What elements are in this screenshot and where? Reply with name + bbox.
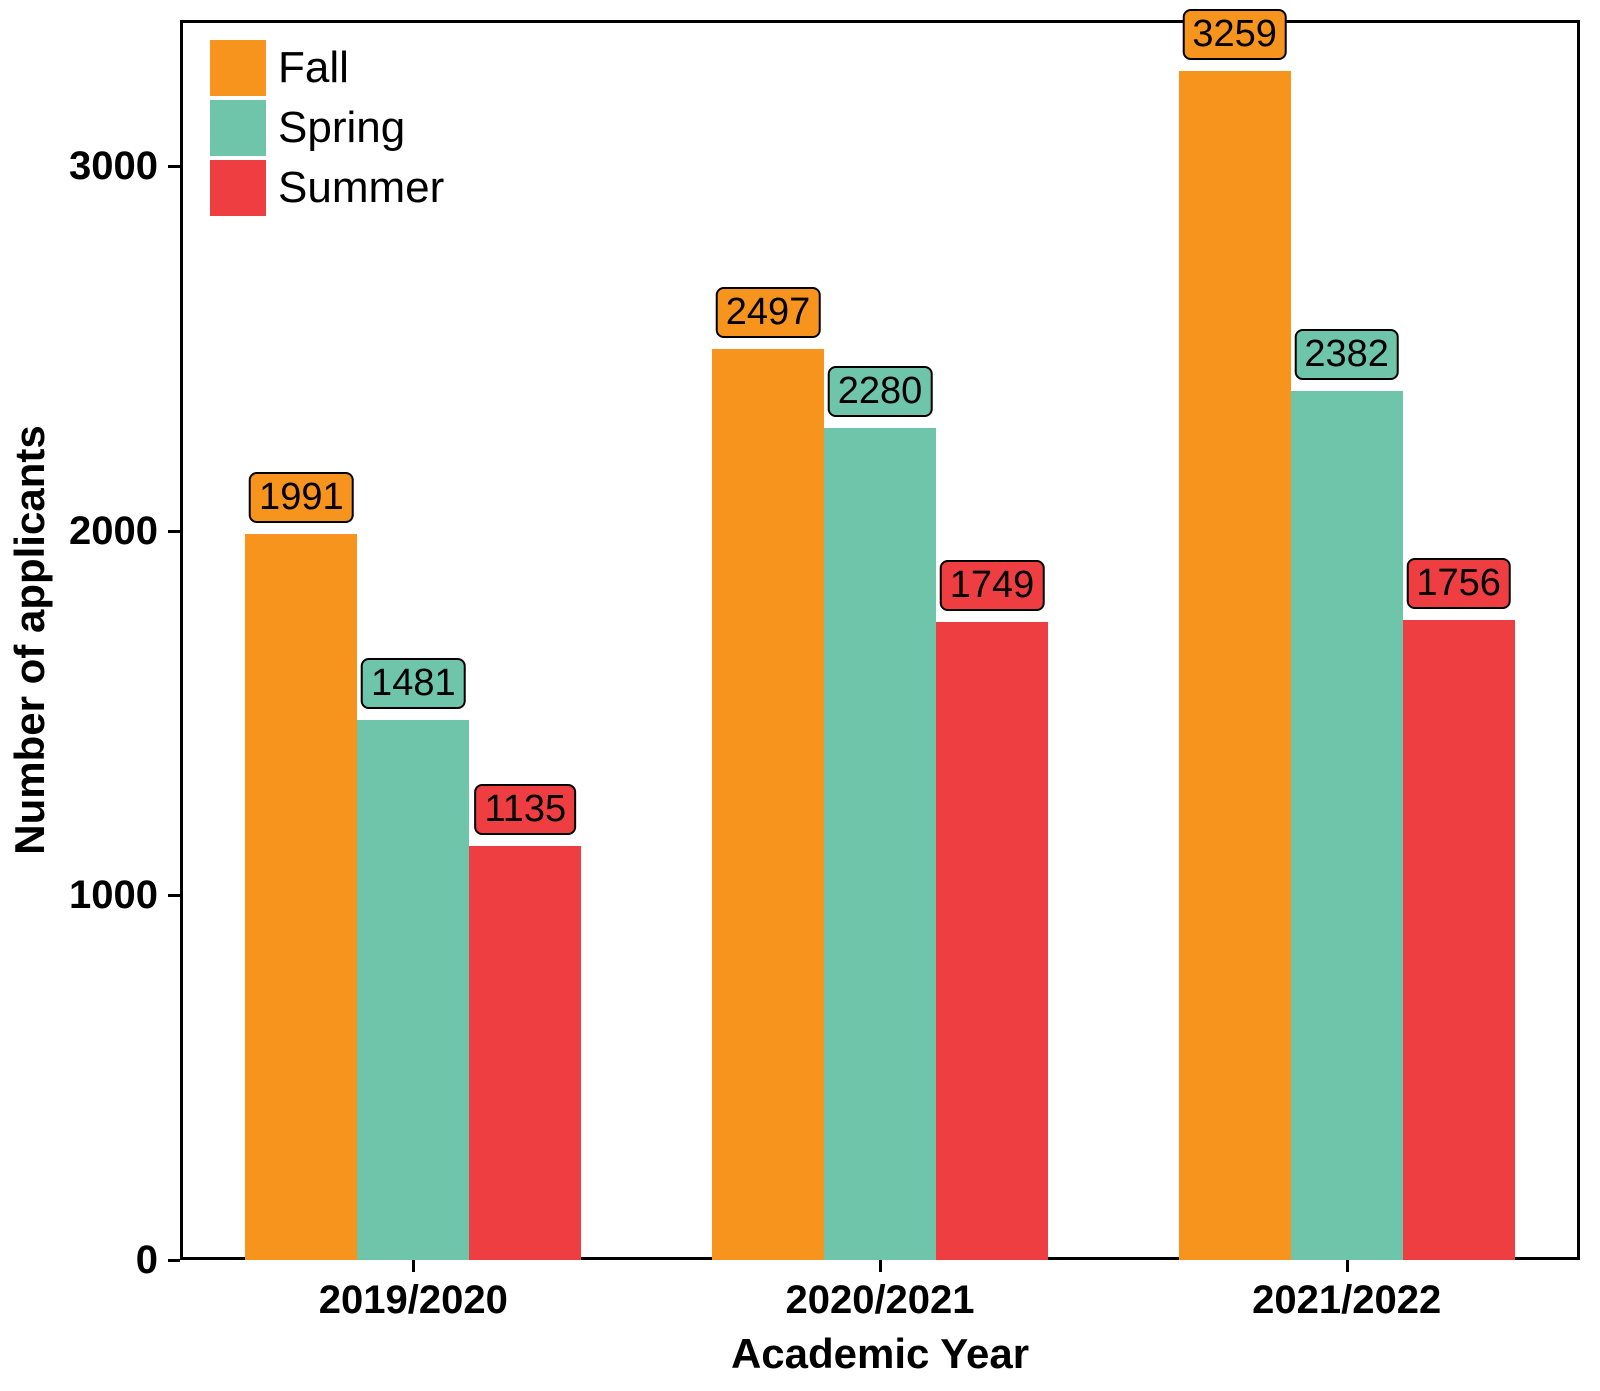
x-tick-mark: [1346, 1260, 1349, 1272]
x-tick-mark: [412, 1260, 415, 1272]
bar-value-label: 3259: [1182, 9, 1287, 60]
legend-swatch: [210, 40, 266, 96]
legend-swatch: [210, 100, 266, 156]
bar-value-label: 2497: [716, 287, 821, 338]
legend-swatch: [210, 160, 266, 216]
bar-value-label: 1749: [940, 560, 1045, 611]
legend-item: Fall: [210, 40, 444, 96]
y-tick-label: 0: [136, 1238, 158, 1283]
y-tick-label: 2000: [69, 509, 158, 554]
legend-item: Spring: [210, 100, 444, 156]
y-tick-label: 3000: [69, 144, 158, 189]
bar: [1291, 391, 1403, 1260]
bar: [712, 349, 824, 1260]
y-axis-label: Number of applicants: [6, 425, 54, 854]
y-tick-mark: [168, 530, 180, 533]
x-tick-mark: [879, 1260, 882, 1272]
legend-label: Summer: [278, 163, 444, 213]
bar: [469, 846, 581, 1260]
legend-item: Summer: [210, 160, 444, 216]
bar: [936, 622, 1048, 1260]
bar-value-label: 1756: [1406, 558, 1511, 609]
y-tick-mark: [168, 894, 180, 897]
x-axis-label: Academic Year: [731, 1330, 1029, 1378]
bar-value-label: 2382: [1294, 329, 1399, 380]
x-tick-label: 2021/2022: [1252, 1278, 1441, 1323]
bar: [824, 428, 936, 1260]
bar: [1179, 71, 1291, 1260]
bar: [357, 720, 469, 1260]
y-tick-label: 1000: [69, 873, 158, 918]
bar: [1403, 620, 1515, 1260]
legend-label: Fall: [278, 43, 349, 93]
bar-value-label: 2280: [828, 366, 933, 417]
applicants-bar-chart: Number of applicants Academic Year Fall S…: [0, 0, 1600, 1391]
legend: Fall Spring Summer: [210, 40, 444, 220]
bar: [245, 534, 357, 1260]
bar-value-label: 1481: [361, 658, 466, 709]
legend-label: Spring: [278, 103, 405, 153]
bar-value-label: 1135: [474, 784, 576, 835]
x-tick-label: 2019/2020: [319, 1278, 508, 1323]
x-tick-label: 2020/2021: [785, 1278, 974, 1323]
y-tick-mark: [168, 1259, 180, 1262]
y-tick-mark: [168, 165, 180, 168]
bar-value-label: 1991: [249, 472, 354, 523]
